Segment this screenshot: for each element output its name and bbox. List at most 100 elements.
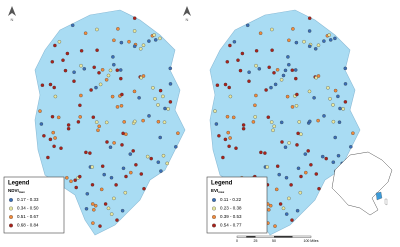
- sample-point: [57, 40, 62, 44]
- sample-point: [104, 120, 109, 125]
- north-label: N: [186, 17, 189, 22]
- sample-point: [343, 82, 348, 86]
- sample-point: [254, 63, 258, 68]
- sample-point: [331, 119, 336, 124]
- sample-point: [294, 104, 299, 108]
- sample-point: [84, 150, 88, 155]
- sample-point: [119, 76, 123, 81]
- sample-point: [280, 140, 284, 144]
- legend-symbol: [9, 206, 13, 211]
- sample-point: [70, 23, 75, 28]
- sample-point: [108, 145, 113, 149]
- sample-point: [165, 161, 169, 166]
- sample-point: [65, 51, 70, 56]
- sample-point: [291, 27, 295, 31]
- sample-point: [159, 169, 163, 173]
- sample-point: [109, 175, 114, 180]
- sample-point: [270, 27, 274, 32]
- sample-point: [338, 106, 342, 111]
- sample-point: [156, 103, 160, 107]
- sample-point: [149, 156, 153, 161]
- sample-point: [142, 186, 146, 191]
- sample-point: [266, 115, 271, 119]
- sample-point: [133, 119, 137, 124]
- sample-point: [84, 207, 89, 211]
- sample-point: [52, 144, 56, 149]
- sample-point: [281, 73, 286, 78]
- sample-point: [42, 134, 46, 138]
- sample-point: [320, 154, 325, 159]
- sample-point: [100, 164, 105, 168]
- sample-point: [287, 196, 291, 201]
- sample-point: [228, 43, 232, 48]
- legend-symbol: [9, 198, 13, 202]
- sample-point: [115, 68, 120, 72]
- sample-point: [73, 178, 77, 182]
- sample-point: [69, 179, 73, 184]
- sample-point: [74, 185, 78, 190]
- legend-field: NDVImax: [8, 188, 25, 194]
- legend-symbol: [212, 215, 216, 219]
- sample-point: [119, 104, 124, 108]
- sample-point: [127, 39, 131, 44]
- sample-point: [100, 68, 105, 72]
- legend-field-sub: max: [19, 190, 25, 194]
- scale-label: 100 Miles: [304, 239, 319, 243]
- sample-point: [134, 163, 138, 167]
- sample-point: [299, 174, 303, 179]
- sample-point: [90, 183, 95, 187]
- sample-point: [158, 88, 163, 93]
- sample-point: [322, 39, 326, 43]
- sample-point: [114, 183, 118, 187]
- sample-point: [275, 68, 280, 72]
- sample-point: [328, 38, 333, 42]
- sample-point: [267, 65, 271, 70]
- north-arrow: [8, 6, 16, 16]
- sample-point: [336, 94, 340, 99]
- sample-point: [304, 170, 308, 175]
- sample-point: [231, 115, 236, 120]
- sample-point: [227, 85, 231, 90]
- sample-point: [106, 206, 111, 211]
- sample-point: [351, 131, 355, 135]
- sample-point: [156, 119, 161, 124]
- sample-point: [303, 152, 308, 156]
- sample-point: [247, 70, 251, 74]
- sample-point: [156, 160, 161, 164]
- scale-bar-seg: [274, 236, 293, 238]
- sample-point: [227, 144, 231, 149]
- sample-point: [307, 16, 312, 20]
- sample-point: [168, 100, 173, 104]
- sample-point: [102, 172, 106, 177]
- scale-label: 25: [254, 239, 258, 243]
- sample-point: [96, 128, 100, 133]
- sample-point: [215, 83, 220, 87]
- sample-point: [132, 16, 137, 20]
- sample-point: [316, 43, 321, 47]
- sample-point: [93, 203, 98, 208]
- legend-box: [3, 176, 65, 234]
- sample-point: [48, 137, 53, 142]
- sample-point: [236, 58, 240, 62]
- sample-point: [79, 93, 83, 98]
- north-label: N: [11, 17, 14, 22]
- sample-point: [90, 202, 95, 206]
- sample-point: [176, 131, 180, 135]
- sample-point: [225, 114, 230, 119]
- sample-point: [38, 109, 42, 113]
- sample-point: [39, 122, 44, 126]
- sample-point: [286, 55, 290, 59]
- sample-point: [72, 79, 76, 83]
- legend-label: 0.34 - 0.50: [17, 206, 39, 211]
- sample-point: [295, 143, 299, 147]
- sample-point: [163, 106, 167, 111]
- sample-point: [322, 114, 326, 118]
- sample-point: [91, 221, 95, 225]
- sample-point: [78, 174, 82, 179]
- sample-point: [264, 88, 268, 92]
- sample-point: [92, 65, 96, 70]
- sample-point: [137, 96, 141, 100]
- sample-point: [241, 123, 246, 127]
- sample-point: [267, 208, 271, 212]
- sample-point: [272, 71, 276, 75]
